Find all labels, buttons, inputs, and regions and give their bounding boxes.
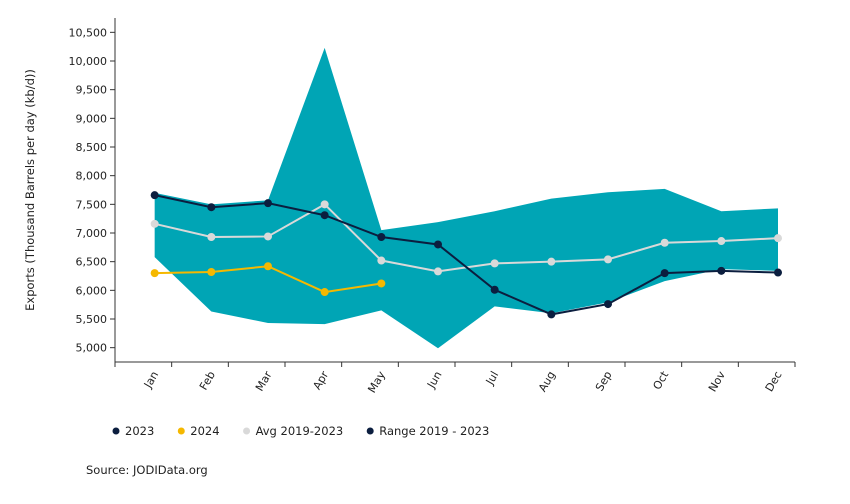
x-tick-label: Oct xyxy=(650,368,671,392)
x-tick-label: Jul xyxy=(483,369,501,388)
data-point-2024 xyxy=(207,267,216,276)
data-point-2023 xyxy=(377,233,386,242)
x-tick-label: Feb xyxy=(197,369,218,392)
legend-label-avg-2019-2023: Avg 2019-2023 xyxy=(256,424,344,438)
data-point-avg-2019-2023 xyxy=(660,238,669,247)
legend-marker-2023 xyxy=(112,427,120,435)
legend-marker-avg-2019-2023 xyxy=(243,427,251,435)
y-tick-label: 9,000 xyxy=(76,112,108,125)
data-point-avg-2019-2023 xyxy=(434,267,442,276)
data-point-2023 xyxy=(660,269,669,278)
data-point-2023 xyxy=(434,240,442,249)
data-point-2024 xyxy=(320,288,329,297)
data-point-2024 xyxy=(150,269,159,278)
y-tick-label: 7,500 xyxy=(76,198,108,211)
data-point-avg-2019-2023 xyxy=(377,256,386,265)
x-tick-label: Dec xyxy=(763,369,785,394)
data-point-avg-2019-2023 xyxy=(150,219,159,228)
y-tick-label: 10,500 xyxy=(69,26,108,39)
y-tick-label: 6,000 xyxy=(76,284,108,297)
data-point-2023 xyxy=(717,266,726,275)
y-tick-label: 9,500 xyxy=(76,84,108,97)
series-layer xyxy=(150,191,782,319)
data-point-2023 xyxy=(490,285,499,294)
data-point-2023 xyxy=(547,310,556,319)
data-point-avg-2019-2023 xyxy=(264,232,272,241)
y-tick-label: 5,500 xyxy=(76,313,108,326)
data-point-2023 xyxy=(150,191,159,200)
x-tick-label: Apr xyxy=(310,369,331,392)
y-tick-label: 5,000 xyxy=(76,342,108,355)
y-tick-label: 8,500 xyxy=(76,141,108,154)
data-point-avg-2019-2023 xyxy=(604,255,612,264)
range-band xyxy=(154,47,778,349)
data-point-avg-2019-2023 xyxy=(547,257,556,266)
data-point-2023 xyxy=(320,211,329,220)
legend: 2023 2024 Avg 2019-2023 Range 2019 - 2023 xyxy=(112,424,489,438)
data-point-2023 xyxy=(604,300,612,309)
series-line-2023 xyxy=(154,194,779,316)
data-point-avg-2019-2023 xyxy=(717,237,726,246)
legend-label-2024: 2024 xyxy=(190,424,219,438)
legend-marker-2024 xyxy=(177,427,185,435)
y-tick-label: 8,000 xyxy=(76,170,108,183)
legend-label-range-2019-2023: Range 2019 - 2023 xyxy=(379,424,489,438)
y-tick-label: 7,000 xyxy=(76,227,108,240)
x-tick-label: May xyxy=(365,369,388,396)
data-point-2024 xyxy=(377,279,386,288)
source-note: Source: JODIData.org xyxy=(86,463,208,477)
data-point-2024 xyxy=(264,262,272,271)
x-tick-label: Mar xyxy=(253,369,275,394)
data-point-2023 xyxy=(207,203,216,212)
legend-marker-range-2019-2023 xyxy=(366,427,374,435)
y-axis-title: Exports (Thousand Barrels per day (kb/d)… xyxy=(23,69,37,311)
y-tick-label: 10,000 xyxy=(69,55,108,68)
data-point-avg-2019-2023 xyxy=(490,259,499,268)
data-point-2023 xyxy=(264,199,272,208)
data-point-avg-2019-2023 xyxy=(774,234,782,243)
x-tick-label: Jan xyxy=(141,369,161,391)
data-point-avg-2019-2023 xyxy=(320,200,329,209)
data-point-2023 xyxy=(774,268,782,277)
data-point-avg-2019-2023 xyxy=(207,233,216,242)
x-tick-label: Jun xyxy=(424,369,444,391)
legend-label-2023: 2023 xyxy=(125,424,154,438)
x-tick-label: Sep xyxy=(593,369,615,393)
range-area-layer xyxy=(154,47,778,349)
y-tick-label: 6,500 xyxy=(76,256,108,269)
x-tick-label: Nov xyxy=(706,369,728,395)
x-tick-label: Aug xyxy=(536,369,558,394)
